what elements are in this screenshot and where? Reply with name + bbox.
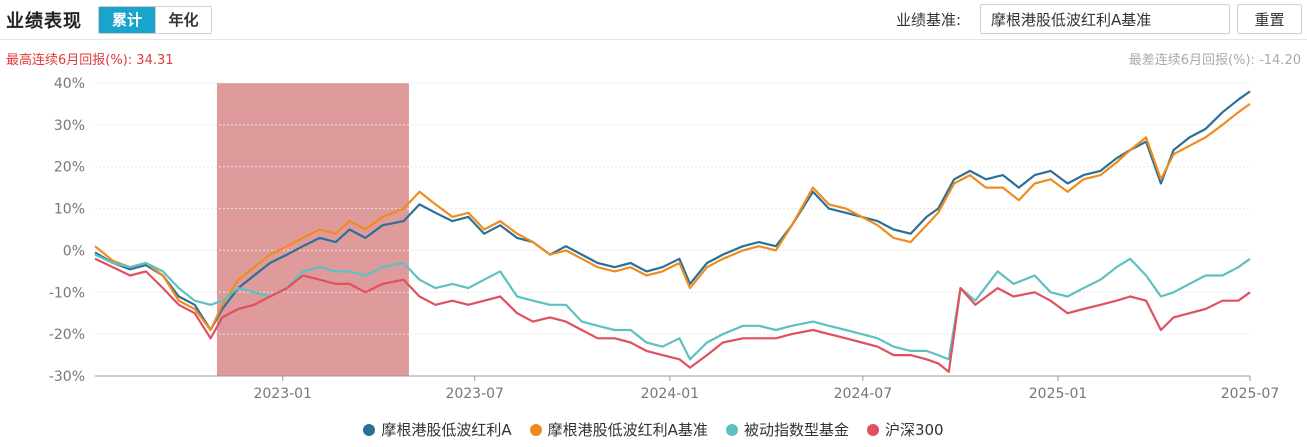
x-tick-label: 2025-07 [1221,386,1280,402]
y-tick-label: 0% [63,243,85,259]
legend-item[interactable]: 摩根港股低波红利A基准 [529,419,708,440]
series-line-3 [94,257,1251,373]
legend-dot-icon [529,423,542,436]
best-return-label: 最高连续6月回报(%): [6,53,133,68]
y-tick-label: 20% [54,160,85,176]
chart-legend: 摩根港股低波红利A 摩根港股低波红利A基准 被动指数型基金 沪深300 [0,419,1307,440]
legend-item[interactable]: 被动指数型基金 [725,419,849,440]
legend-label: 摩根港股低波红利A [381,421,512,439]
y-tick-label: 40% [54,76,85,92]
tab-cumulative[interactable]: 累计 [99,7,155,33]
legend-label: 沪深300 [884,421,944,439]
y-tick-label: 10% [54,202,85,218]
x-tick-label: 2024-01 [641,386,700,402]
worst-return-stat: 最差连续6月回报(%): -14.20 [1129,49,1301,68]
x-tick-label: 2024-07 [834,386,893,402]
legend-dot-icon [725,423,738,436]
y-tick-label: -10% [49,285,85,301]
y-tick-label: -20% [49,327,85,343]
header-bar: 业绩表现 累计 年化 业绩基准: 重置 [0,0,1307,40]
x-tick-label: 2025-01 [1029,386,1088,402]
legend-label: 摩根港股低波红利A基准 [547,421,708,439]
x-tick-label: 2023-07 [445,386,504,402]
best-return-stat: 最高连续6月回报(%): 34.31 [6,49,174,68]
y-tick-label: 30% [54,118,85,134]
mode-toggle: 累计 年化 [98,6,212,34]
x-tick-label: 2023-01 [253,386,312,402]
benchmark-label: 业绩基准: [896,11,962,29]
highlight-band [216,83,409,376]
best-return-value: 34.31 [136,53,174,68]
legend-item[interactable]: 摩根港股低波红利A [363,419,512,440]
series-line-1 [94,103,1251,332]
y-tick-label: -30% [49,369,85,385]
reset-button[interactable]: 重置 [1237,4,1302,34]
benchmark-input[interactable] [980,4,1230,34]
legend-label: 被动指数型基金 [743,421,849,439]
worst-return-value: -14.20 [1259,53,1301,68]
legend-item[interactable]: 沪深300 [866,419,944,440]
legend-dot-icon [363,423,376,436]
series-line-0 [94,90,1251,332]
legend-dot-icon [866,423,879,436]
tab-annualized[interactable]: 年化 [155,7,211,33]
section-title: 业绩表现 [6,11,82,32]
worst-return-label: 最差连续6月回报(%): [1128,53,1255,68]
